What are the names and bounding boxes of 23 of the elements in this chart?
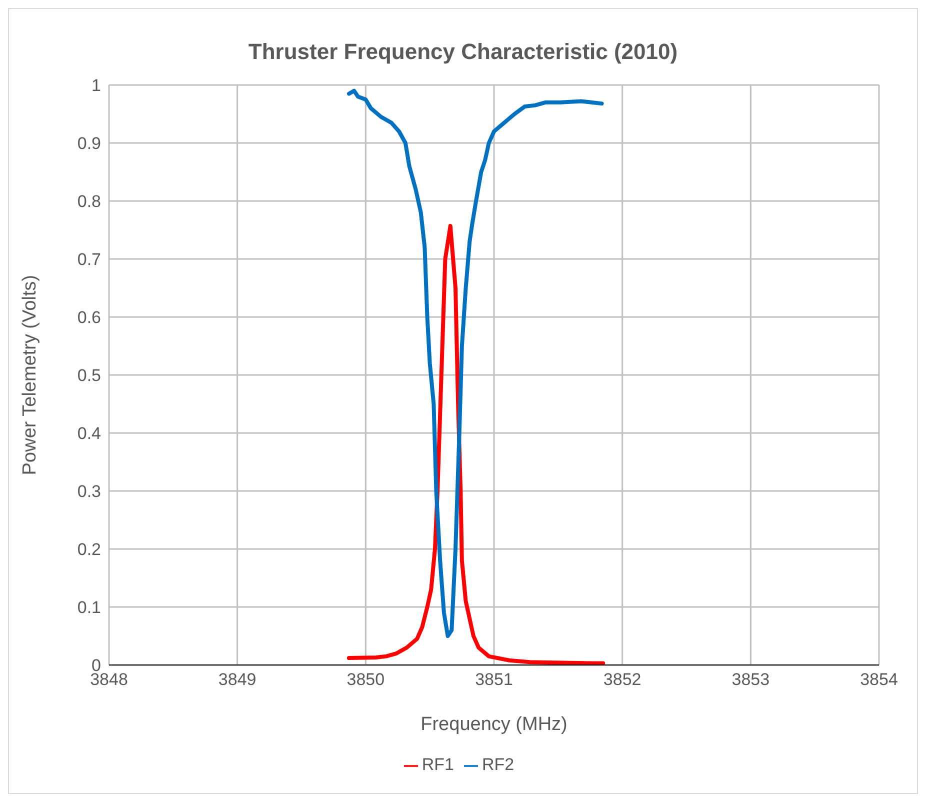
y-tick-label: 0.3 [77, 482, 101, 502]
y-tick-label: 0.2 [77, 540, 101, 560]
y-tick-label: 0.5 [77, 366, 101, 386]
x-tick-label: 3851 [475, 670, 513, 690]
x-tick-label: 3849 [218, 670, 256, 690]
y-tick-label: 0.8 [77, 192, 101, 212]
line-series [346, 88, 604, 638]
y-axis-title: Power Telemetry (Volts) [20, 274, 41, 476]
x-tick-label: 3854 [860, 670, 898, 690]
x-tick-label: 3852 [603, 670, 642, 690]
y-tick-label: 0.6 [77, 308, 101, 328]
y-tick-label: 0.7 [77, 250, 101, 270]
x-axis-title: Frequency (MHz) [420, 714, 568, 735]
y-tick-label: 0.1 [77, 598, 101, 618]
legend-label: RF1 [422, 755, 454, 774]
y-tick-label: 1 [92, 76, 101, 96]
x-tick-label: 3848 [90, 670, 128, 690]
chart-title: Thruster Frequency Characteristic (2010) [247, 39, 679, 65]
x-tick-label: 3850 [346, 670, 385, 690]
legend-label: RF2 [482, 755, 514, 774]
y-tick-label: 0.4 [77, 424, 101, 444]
y-tick-label: 0.9 [77, 134, 101, 154]
x-tick-label: 3853 [732, 670, 770, 690]
